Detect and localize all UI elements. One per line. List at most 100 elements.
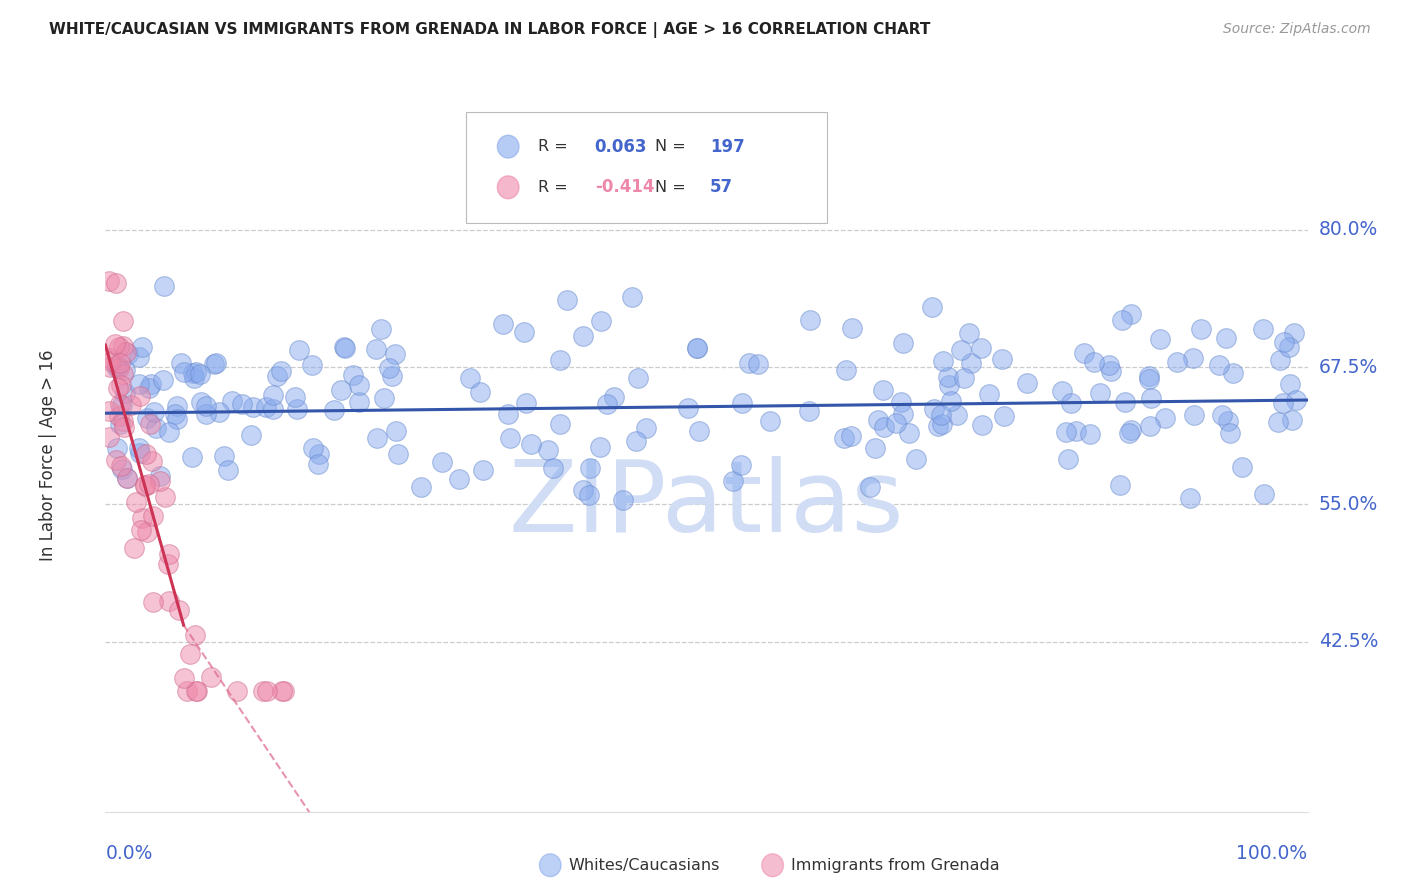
Point bbox=[208, 404, 231, 418]
Point bbox=[579, 460, 602, 475]
Point bbox=[108, 397, 131, 411]
Point bbox=[117, 347, 139, 361]
Point bbox=[1073, 346, 1095, 360]
Point bbox=[936, 370, 959, 384]
Point bbox=[333, 340, 356, 354]
Point bbox=[194, 407, 217, 421]
Point bbox=[226, 684, 249, 698]
Point bbox=[169, 356, 191, 370]
Point bbox=[1060, 396, 1083, 410]
Point bbox=[128, 442, 150, 456]
Point bbox=[890, 394, 912, 409]
Point bbox=[1282, 326, 1305, 341]
Point bbox=[364, 342, 387, 356]
Point bbox=[970, 341, 993, 355]
Point bbox=[676, 401, 699, 415]
Point bbox=[603, 390, 626, 404]
Point bbox=[952, 371, 974, 385]
Point bbox=[149, 474, 172, 488]
Point bbox=[105, 453, 128, 467]
Point bbox=[1137, 369, 1160, 384]
Point bbox=[256, 684, 278, 698]
Text: 80.0%: 80.0% bbox=[1319, 220, 1378, 239]
Point bbox=[1180, 491, 1202, 505]
Point bbox=[548, 417, 571, 431]
Point bbox=[990, 352, 1012, 367]
Point bbox=[114, 386, 136, 401]
Point bbox=[184, 627, 207, 641]
Point bbox=[543, 461, 565, 475]
Text: 55.0%: 55.0% bbox=[1319, 495, 1378, 514]
FancyBboxPatch shape bbox=[465, 112, 827, 223]
Point bbox=[1153, 411, 1175, 425]
Point bbox=[472, 463, 495, 477]
Point bbox=[330, 383, 353, 397]
Point bbox=[347, 395, 370, 409]
Point bbox=[1139, 418, 1161, 433]
Point bbox=[114, 362, 136, 376]
Point bbox=[1054, 425, 1077, 439]
Point bbox=[384, 347, 406, 361]
Point bbox=[108, 409, 131, 423]
Point bbox=[797, 404, 820, 418]
Point bbox=[1189, 322, 1212, 336]
Point bbox=[834, 431, 856, 445]
Point bbox=[866, 413, 889, 427]
Point bbox=[1267, 416, 1289, 430]
Point bbox=[266, 368, 288, 383]
Point bbox=[873, 420, 896, 434]
Point bbox=[721, 474, 744, 488]
Point bbox=[183, 371, 205, 385]
Text: Source: ZipAtlas.com: Source: ZipAtlas.com bbox=[1223, 22, 1371, 37]
Point bbox=[173, 365, 195, 379]
Point bbox=[112, 367, 135, 381]
Point bbox=[284, 390, 307, 404]
Text: In Labor Force | Age > 16: In Labor Force | Age > 16 bbox=[39, 349, 56, 561]
Point bbox=[173, 671, 195, 685]
Point bbox=[176, 684, 198, 698]
Point bbox=[111, 314, 134, 328]
Point bbox=[468, 384, 491, 399]
Text: N =: N = bbox=[655, 139, 686, 154]
Point bbox=[621, 290, 644, 304]
Point bbox=[139, 377, 162, 392]
Point bbox=[308, 446, 330, 460]
Point bbox=[1166, 355, 1188, 369]
Text: 42.5%: 42.5% bbox=[1319, 632, 1378, 651]
Point bbox=[129, 524, 152, 538]
Point bbox=[107, 441, 129, 455]
Text: WHITE/CAUCASIAN VS IMMIGRANTS FROM GRENADA IN LABOR FORCE | AGE > 16 CORRELATION: WHITE/CAUCASIAN VS IMMIGRANTS FROM GRENA… bbox=[49, 22, 931, 38]
Text: N =: N = bbox=[655, 180, 686, 194]
Point bbox=[273, 684, 295, 698]
Point bbox=[747, 357, 769, 371]
Point bbox=[200, 670, 222, 684]
Point bbox=[157, 594, 180, 608]
Point bbox=[863, 441, 886, 455]
Point bbox=[184, 684, 207, 698]
Point bbox=[114, 419, 136, 434]
Point bbox=[731, 396, 754, 410]
Point bbox=[1064, 424, 1087, 438]
Point bbox=[157, 425, 180, 439]
Point bbox=[111, 398, 134, 412]
Point bbox=[145, 421, 167, 435]
Point bbox=[181, 366, 204, 380]
Point bbox=[624, 434, 647, 448]
Point bbox=[738, 355, 761, 369]
Ellipse shape bbox=[540, 854, 561, 877]
Point bbox=[188, 367, 211, 381]
Point bbox=[841, 321, 863, 335]
Point bbox=[1253, 487, 1275, 501]
Point bbox=[98, 430, 121, 444]
Point bbox=[136, 411, 159, 425]
Point bbox=[449, 471, 471, 485]
Point bbox=[758, 413, 780, 427]
Text: 57: 57 bbox=[710, 178, 734, 196]
Point bbox=[288, 343, 311, 357]
Point bbox=[98, 360, 121, 375]
Point bbox=[730, 458, 752, 473]
Point bbox=[231, 397, 253, 411]
Point bbox=[149, 468, 172, 483]
Point bbox=[1111, 313, 1133, 327]
Point bbox=[163, 407, 186, 421]
